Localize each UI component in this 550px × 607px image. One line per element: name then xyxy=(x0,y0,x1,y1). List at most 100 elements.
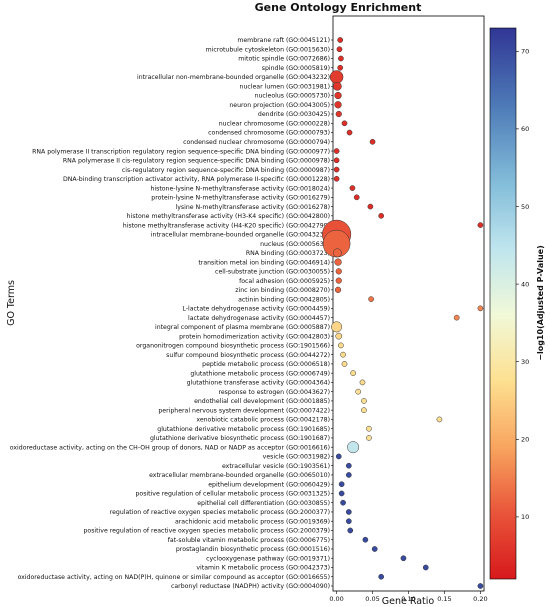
colorbar-tick-label: 40 xyxy=(521,280,529,288)
go-term-label: endothelial cell development (GO:0001885… xyxy=(194,398,330,405)
plot-frame xyxy=(332,15,485,592)
go-term-label: histone methyltransferase activity (H3-K… xyxy=(127,213,330,220)
data-point xyxy=(422,564,429,571)
data-point xyxy=(371,546,378,552)
data-point xyxy=(477,583,484,589)
data-point xyxy=(333,148,340,154)
go-term-label: transition metal ion binding (GO:0046914… xyxy=(198,259,330,266)
data-point xyxy=(378,212,385,219)
go-term-label: integral component of plasma membrane (G… xyxy=(155,324,330,331)
data-point xyxy=(334,286,342,293)
go-term-label: RNA polymerase II transcription regulato… xyxy=(32,148,330,155)
go-term-label: positive regulation of cellular metaboli… xyxy=(136,491,331,498)
go-term-label: vesicle (GO:0031982) xyxy=(263,454,330,461)
data-point xyxy=(366,435,372,441)
x-tick-label: 0.20 xyxy=(473,595,487,603)
data-point xyxy=(338,55,344,62)
go-term-label: mitotic spindle (GO:0072686) xyxy=(238,56,330,63)
x-axis-label: Gene Ratio xyxy=(382,596,435,607)
colorbar-ticks: 10 20 30 40 50 60 70 xyxy=(516,48,529,521)
go-term-label: RNA binding (GO:0003723) xyxy=(246,250,330,257)
colorbar-tick-label: 20 xyxy=(521,436,529,444)
colorbar-tick-label: 50 xyxy=(521,203,529,211)
go-term-label: condensed nuclear chromosome (GO:0000794… xyxy=(183,139,330,146)
go-term-label: arachidonic acid metabolic process (GO:0… xyxy=(175,518,330,525)
go-term-label: focal adhesion (GO:0005925) xyxy=(239,278,330,285)
data-point xyxy=(361,407,367,414)
data-point xyxy=(334,258,342,266)
data-point xyxy=(347,527,354,534)
go-term-label: DNA-binding transcription activator acti… xyxy=(63,176,330,183)
y-axis-label: GO Terms xyxy=(6,280,17,326)
data-point xyxy=(340,499,346,506)
data-point xyxy=(477,222,484,228)
data-point xyxy=(335,110,342,118)
x-tick-label: 0.10 xyxy=(401,595,415,603)
data-point xyxy=(335,332,343,340)
go-term-label: prostaglandin biosynthetic process (GO:0… xyxy=(176,546,330,553)
go-term-label: nucleolus (GO:0005730) xyxy=(255,93,330,100)
data-point xyxy=(345,472,352,478)
data-point xyxy=(361,398,367,404)
chart-title: Gene Ontology Enrichment xyxy=(255,1,422,14)
go-term-label: extracellular membrane-bounded organelle… xyxy=(149,472,330,479)
x-tick-label: 0.15 xyxy=(437,595,451,603)
go-term-label: microtubule cytoskeleton (GO:0015630) xyxy=(206,46,330,53)
go-term-label: spindle (GO:0005819) xyxy=(262,65,330,72)
go-term-label: organonitrogen compound biosynthetic pro… xyxy=(136,343,330,350)
go-term-label: extracellular vesicle (GO:1903561) xyxy=(222,463,330,470)
go-term-label: vitamin K metabolic process (GO:0042373) xyxy=(196,565,330,572)
data-point xyxy=(359,379,366,386)
go-term-label: histone-lysine N-methyltransferase activ… xyxy=(150,185,330,192)
colorbar-label: −log10(Adjusted P-Value) xyxy=(536,245,545,360)
go-term-label: epithelium development (GO:0060429) xyxy=(208,481,330,488)
data-point xyxy=(400,555,407,562)
go-term-label: response to estrogen (GO:0043627) xyxy=(218,389,330,396)
data-point xyxy=(333,157,340,164)
go-term-label: glutathione transferase activity (GO:000… xyxy=(187,380,330,387)
go-term-label: nucleus (GO:0005634) xyxy=(260,241,330,248)
data-point xyxy=(350,370,356,377)
go-term-labels: membrane raft (GO:0045121) microtubule cy… xyxy=(10,37,333,590)
go-term-label: fat-soluble vitamin metabolic process (G… xyxy=(168,537,330,544)
go-term-label: protein homodimerization activity (GO:00… xyxy=(179,333,330,340)
x-axis: 0.00 0.05 0.10 0.15 0.20 xyxy=(329,591,488,603)
go-term-label: positive regulation of reactive oxygen s… xyxy=(83,528,330,535)
colorbar-tick-label: 70 xyxy=(521,48,529,56)
data-point xyxy=(334,101,342,109)
data-point xyxy=(345,518,352,525)
go-term-label: carbonyl reductase (NADPH) activity (GO:… xyxy=(171,583,330,590)
go-term-label: membrane raft (GO:0045121) xyxy=(237,37,330,44)
go-term-label: oxidoreductase activity, acting on the C… xyxy=(10,444,330,451)
colorbar xyxy=(489,27,517,580)
go-term-label: cell-substrate junction (GO:0030055) xyxy=(215,269,330,276)
data-point xyxy=(366,425,372,432)
data-point xyxy=(453,314,460,321)
go-term-label: peptide metabolic process (GO:0006518) xyxy=(202,361,330,368)
data-point xyxy=(338,490,345,497)
go-term-label: cis-regulatory region sequence-specific … xyxy=(122,167,330,174)
data-point xyxy=(340,351,346,358)
go-term-label: lactate dehydrogenase activity (GO:00044… xyxy=(188,315,330,322)
colorbar-tick-label: 30 xyxy=(521,358,529,366)
data-point xyxy=(338,342,344,349)
data-point xyxy=(341,120,348,127)
go-term-label: histone methyltransferase activity (H4-K… xyxy=(123,222,330,229)
go-term-label: oxidoreductase activity, acting on NAD(P… xyxy=(18,574,330,581)
go-term-label: intracellular membrane-bounded organelle… xyxy=(151,232,330,239)
data-point xyxy=(345,509,352,515)
go-term-label: cyclooxygenase pathway (GO:0019371) xyxy=(206,555,330,562)
data-point xyxy=(333,166,340,173)
colorbar-tick-label: 10 xyxy=(521,513,529,521)
data-point xyxy=(369,138,376,145)
data-point xyxy=(349,185,356,191)
data-point xyxy=(436,416,443,423)
data-point xyxy=(362,536,369,543)
go-term-label: sulfur compound biosynthetic process (GO… xyxy=(166,352,330,359)
data-point xyxy=(378,573,385,580)
data-point xyxy=(345,462,352,469)
go-term-label: epithelial cell differentiation (GO:0030… xyxy=(197,500,330,507)
data-point xyxy=(334,91,342,100)
go-term-label: protein-lysine N-methyltransferase activ… xyxy=(151,195,330,202)
